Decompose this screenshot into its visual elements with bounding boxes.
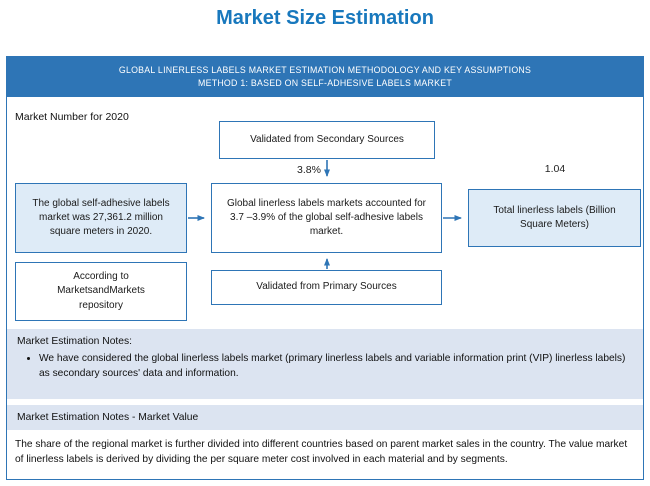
validated-primary-box: Validated from Primary Sources [211,270,442,305]
notes-block: Market Estimation Notes: We have conside… [7,329,643,399]
notes-bullet-list: We have considered the global linerless … [17,352,633,382]
percentage-label: 3.8% [297,164,321,176]
validated-secondary-box: Validated from Secondary Sources [219,121,435,159]
value-label: 1.04 [544,163,566,175]
market-value-notes-body: The share of the regional market is furt… [15,439,628,466]
market-value-notes-title: Market Estimation Notes - Market Value [7,405,643,430]
header-line-1: GLOBAL LINERLESS LABELS MARKET ESTIMATIO… [118,64,532,75]
total-linerless-box: Total linerless labels (Billion Square M… [468,189,641,247]
methodology-frame: GLOBAL LINERLESS LABELS MARKET ESTIMATIO… [6,56,644,480]
repository-box: According to MarketsandMarkets repositor… [15,262,187,321]
header-line-2: METHOD 1: BASED ON SELF-ADHESIVE LABELS … [198,77,452,88]
methodology-header: GLOBAL LINERLESS LABELS MARKET ESTIMATIO… [7,57,643,97]
linerless-share-box: Global linerless labels markets accounte… [211,183,442,253]
notes-title: Market Estimation Notes: [17,336,133,347]
self-adhesive-market-box: The global self-adhesive labels market w… [15,183,187,253]
section-label: Market Number for 2020 [15,111,129,123]
page-title: Market Size Estimation [216,7,434,29]
notes-bullet-item: We have considered the global linerless … [39,352,633,382]
